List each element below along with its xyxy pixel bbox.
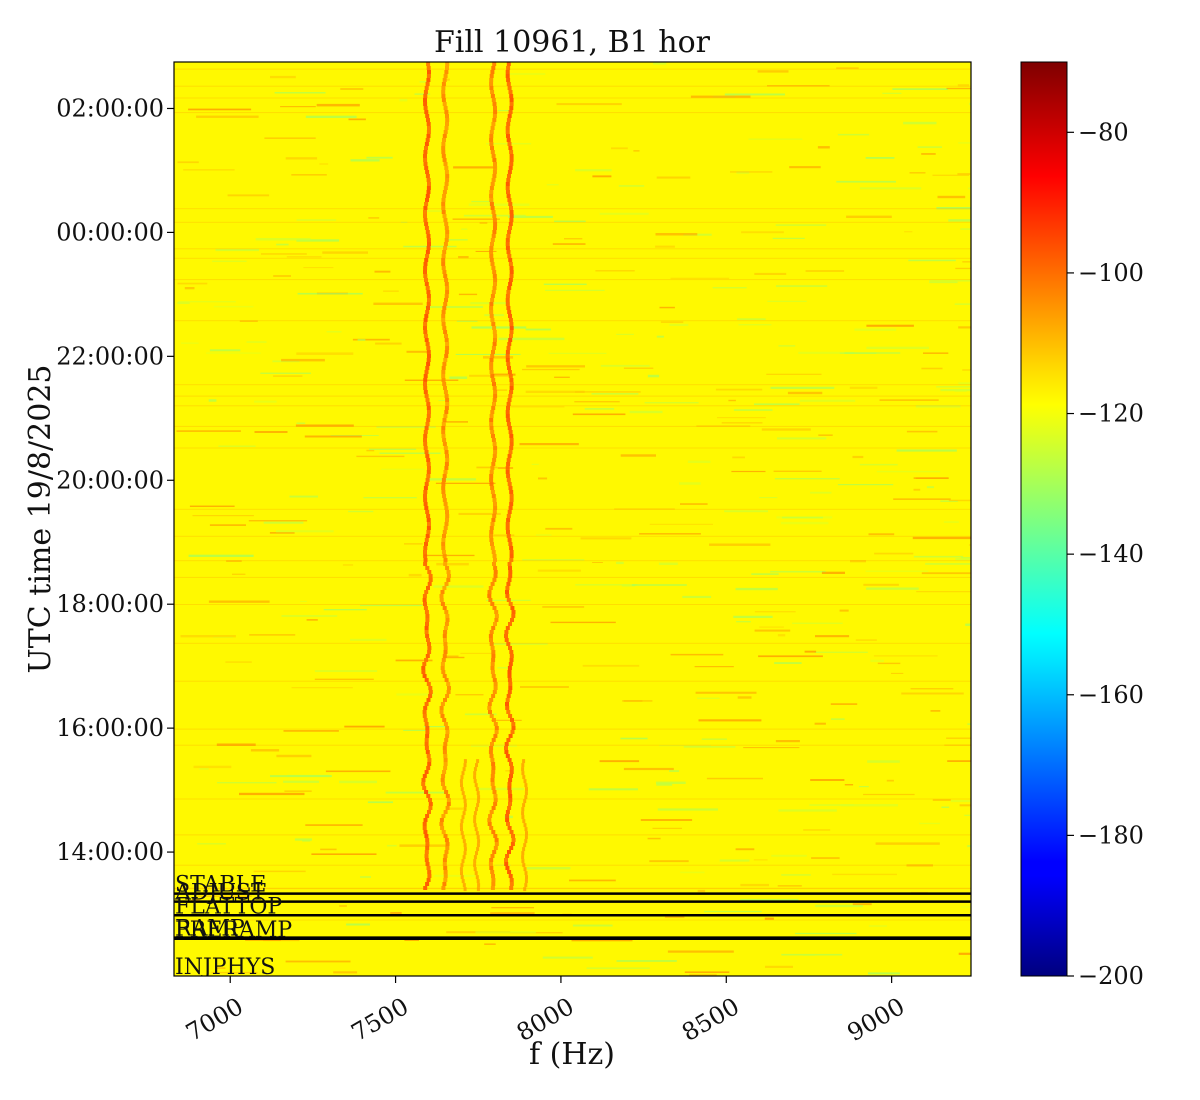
beam-mode-label: ADJUST (174, 881, 266, 906)
colorbar-tick-label: −80 (1078, 118, 1129, 146)
spectral-line (487, 62, 499, 890)
y-tick-label: 00:00:00 (56, 218, 164, 246)
beam-mode-label: RAMP (175, 917, 245, 942)
spectral-line (421, 62, 433, 890)
spectral-line-weak (459, 759, 467, 892)
heatmap-texture (174, 62, 971, 976)
colorbar-tick-label: −200 (1078, 962, 1144, 990)
colorbar-gradient (1020, 61, 1068, 977)
heatmap-background (174, 62, 971, 976)
y-tick-label: 22:00:00 (56, 342, 164, 370)
x-tick-label: 7500 (346, 992, 413, 1047)
spectral-line (439, 62, 451, 890)
colorbar-tick-label: −100 (1078, 259, 1144, 287)
beam-mode-label: INJPHYS (175, 955, 275, 980)
beam-mode-label: STABLE (175, 873, 266, 898)
y-tick-label: 16:00:00 (56, 714, 164, 742)
x-tick-label: 9000 (843, 992, 910, 1047)
y-tick-label: 02:00:00 (56, 94, 164, 122)
y-axis-label: UTC time 19/8/2025 (23, 365, 58, 674)
beam-mode-label: FLATTOP (175, 894, 282, 919)
colorbar-tick-label: −120 (1078, 400, 1144, 428)
chart-title: Fill 10961, B1 hor (434, 25, 711, 60)
colorbar-tick-label: −180 (1078, 821, 1144, 849)
beam-mode-label: PRERAMP (175, 918, 292, 943)
plot-frame (173, 61, 972, 977)
spectral-line-weak (521, 759, 528, 892)
y-tick-label: 18:00:00 (56, 590, 164, 618)
colorbar-tick-label: −160 (1078, 681, 1144, 709)
x-tick-label: 8500 (677, 992, 744, 1047)
x-tick-label: 7000 (181, 992, 248, 1047)
spectral-line (504, 62, 516, 890)
x-axis-label: f (Hz) (529, 1037, 615, 1072)
y-tick-label: 20:00:00 (56, 466, 164, 494)
spectral-line-weak (473, 759, 481, 892)
colorbar: −80 −100 −120 −140 −160 −180 −200 (1020, 61, 1144, 990)
y-tick-label: 14:00:00 (56, 838, 164, 866)
colorbar-tick-label: −140 (1078, 540, 1144, 568)
